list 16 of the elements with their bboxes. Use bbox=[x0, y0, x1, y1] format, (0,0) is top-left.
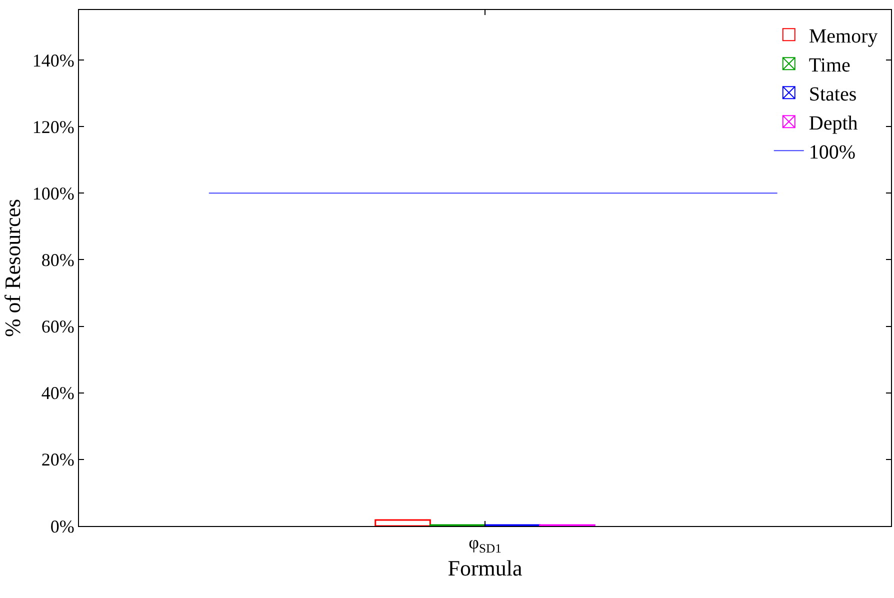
legend-label: Memory bbox=[808, 25, 878, 48]
y-tick-label: 60% bbox=[41, 316, 74, 337]
y-tick-label: 40% bbox=[41, 383, 74, 404]
y-axis-title: % of Resources bbox=[0, 198, 25, 338]
y-tick-label: 80% bbox=[41, 250, 74, 270]
x-axis-title: Formula bbox=[448, 555, 523, 580]
text: Depth bbox=[808, 112, 858, 134]
text: Time bbox=[808, 54, 851, 76]
legend-label: 100% bbox=[808, 141, 856, 164]
y-tick-label: 0% bbox=[50, 516, 74, 536]
y-tick-label: 100% bbox=[32, 183, 74, 204]
y-tick-label: 140% bbox=[32, 50, 74, 70]
y-tick-label: 120% bbox=[32, 116, 74, 137]
text: States bbox=[808, 83, 857, 106]
y-tick-label: 20% bbox=[41, 450, 74, 470]
x-tick-label: φ$_{SD1}$ bbox=[468, 532, 502, 556]
